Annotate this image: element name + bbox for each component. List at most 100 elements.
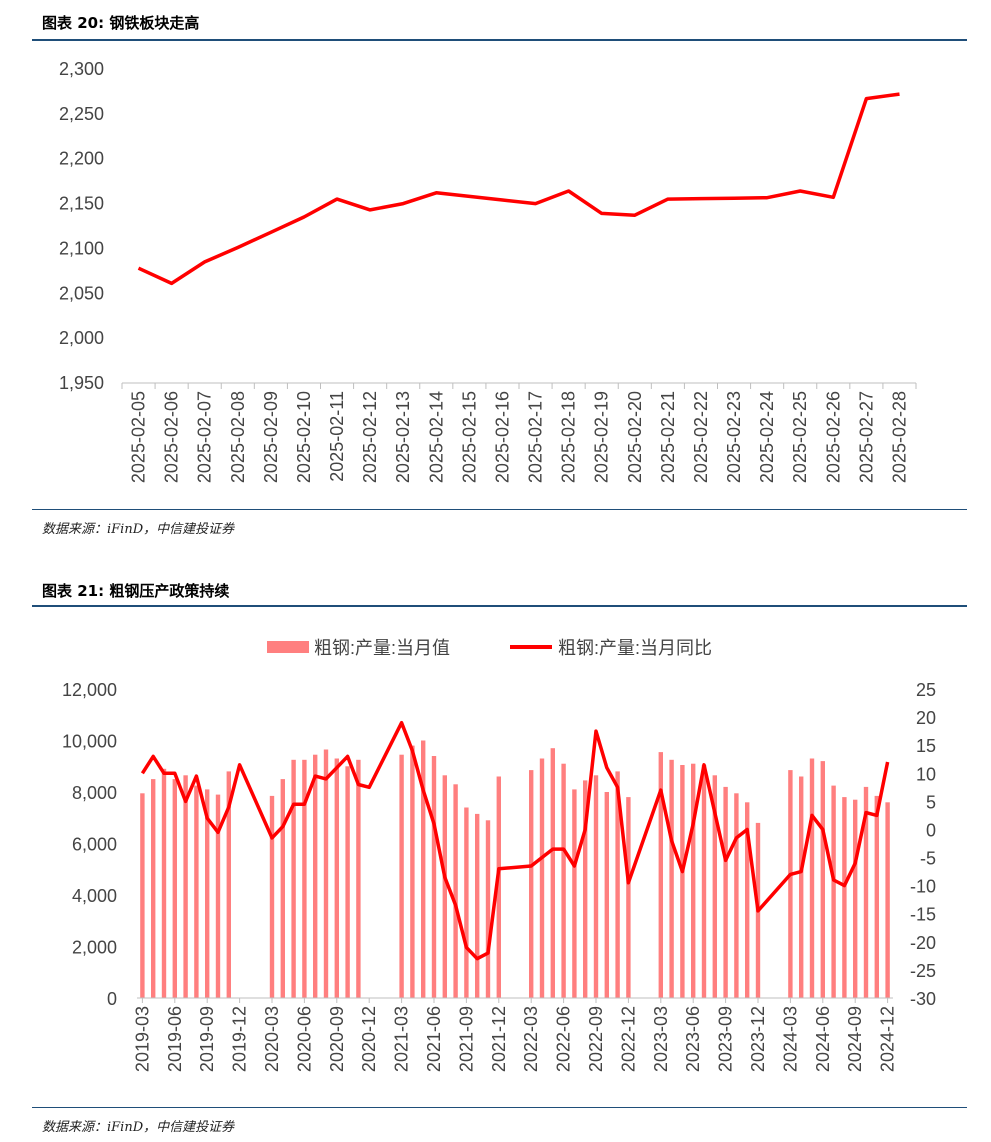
y-tick-label: 2,150 <box>59 194 104 214</box>
x-tick-label: 2025-02-05 <box>129 391 149 483</box>
x-tick-label: 2025-02-24 <box>757 391 777 483</box>
x-tick-label: 2025-02-22 <box>691 391 711 483</box>
output-bar <box>269 795 275 998</box>
x-tick-label: 2023-09 <box>716 1006 736 1072</box>
y-tick-label: 2,050 <box>59 283 104 303</box>
x-tick-label: 2025-02-09 <box>261 391 281 483</box>
output-bar <box>658 752 663 998</box>
output-bar <box>583 780 588 998</box>
steel-sector-line-chart: 1,950 2,000 2,050 2,100 2,150 2,200 2,250 2,300… <box>59 59 917 483</box>
x-tick-label: 2025-02-17 <box>526 391 546 483</box>
right-y-tick-label: 15 <box>916 736 936 756</box>
left-y-tick-label: 4,000 <box>72 886 117 906</box>
x-tick-label: 2019-06 <box>165 1006 185 1072</box>
x-tick-label: 2023-06 <box>683 1006 703 1072</box>
output-bar <box>215 794 221 998</box>
x-tick-label: 2020-09 <box>327 1006 347 1072</box>
output-bar <box>831 785 836 998</box>
output-bar <box>226 771 231 998</box>
output-bar <box>691 763 696 998</box>
right-y-tick-label: -15 <box>910 905 936 925</box>
x-tick-label: 2019-03 <box>132 1006 152 1072</box>
output-bar <box>313 754 318 998</box>
output-bar <box>205 789 210 998</box>
chart-legend: 粗钢:产量:当月值 粗钢:产量:当月同比 <box>267 638 712 658</box>
x-tick-label: 2025-02-08 <box>228 391 248 483</box>
output-bar <box>820 761 825 998</box>
right-y-tick-label: -30 <box>910 989 936 1009</box>
y-tick-label: 2,300 <box>59 59 104 79</box>
output-bar <box>593 775 599 998</box>
output-bar <box>291 759 296 998</box>
output-bar <box>604 792 609 998</box>
figure-21-source: 数据来源：iFinD，中信建投证券 <box>42 1120 235 1135</box>
output-bar <box>550 748 555 998</box>
right-y-tick-label: 10 <box>916 764 936 784</box>
output-bar <box>323 749 329 998</box>
output-bar <box>842 797 847 998</box>
steel-index-line <box>137 92 900 286</box>
right-y-tick-label: -20 <box>910 933 936 953</box>
x-tick-label: 2025-02-15 <box>459 391 479 483</box>
x-tick-label: 2025-02-23 <box>724 391 744 483</box>
output-bar <box>410 745 415 998</box>
right-y-tick-label: 5 <box>926 792 936 812</box>
x-tick-label: 2025-02-06 <box>162 391 182 483</box>
x-tick-label: 2022-09 <box>586 1006 606 1072</box>
figure-20-bottom-rule <box>32 509 967 510</box>
x-tick-label: 2023-12 <box>748 1006 768 1072</box>
output-bar <box>280 779 285 998</box>
output-bar <box>734 793 739 998</box>
output-bar <box>496 776 501 998</box>
output-bar <box>788 770 793 998</box>
x-tick-label: 2024-03 <box>780 1006 800 1072</box>
right-y-tick-label: 0 <box>926 820 936 840</box>
output-bar <box>485 820 491 998</box>
left-y-tick-label: 10,000 <box>62 732 117 752</box>
output-bar <box>529 770 534 998</box>
output-bar <box>539 758 545 998</box>
x-tick-label: 2021-09 <box>456 1006 476 1072</box>
figure-20-title-rule <box>32 39 967 41</box>
x-tick-label: 2025-02-10 <box>294 391 314 483</box>
x-tick-label: 2025-02-14 <box>426 391 446 483</box>
output-bar <box>809 758 815 998</box>
figure-21-title-rule <box>32 605 967 607</box>
left-y-tick-label: 6,000 <box>72 835 117 855</box>
y-tick-label: 2,000 <box>59 328 104 348</box>
yoy-line <box>140 720 890 961</box>
left-y-tick-label: 8,000 <box>72 783 117 803</box>
figure-21-bottom-rule <box>32 1107 967 1108</box>
right-y-tick-label: -10 <box>910 877 936 897</box>
output-bar <box>701 765 707 998</box>
figure-20-title: 图表 20: 钢铁板块走高 <box>42 14 200 32</box>
x-tick-label: 2024-06 <box>813 1006 833 1072</box>
output-bar <box>799 776 804 998</box>
x-tick-label: 2025-02-18 <box>559 391 579 483</box>
x-tick-label: 2025-02-12 <box>360 391 380 483</box>
figure-20-source: 数据来源：iFinD，中信建投证券 <box>42 522 235 537</box>
output-bar <box>572 789 577 998</box>
output-bar <box>615 771 620 998</box>
output-bar <box>161 768 167 998</box>
x-tick-label: 2023-03 <box>651 1006 671 1072</box>
x-tick-label: 2019-12 <box>230 1006 250 1072</box>
figure-21-title: 图表 21: 粗钢压产政策持续 <box>42 582 230 600</box>
right-y-tick-label: -5 <box>920 849 936 869</box>
x-tick-label: 2025-02-20 <box>625 391 645 483</box>
x-tick-label: 2024-09 <box>845 1006 865 1072</box>
x-tick-label: 2020-03 <box>262 1006 282 1072</box>
output-bar <box>464 807 469 998</box>
x-tick-label: 2022-12 <box>618 1006 638 1072</box>
output-bar <box>345 766 350 999</box>
x-tick-label: 2021-12 <box>489 1006 509 1072</box>
legend-bar-label: 粗钢:产量:当月值 <box>314 638 450 658</box>
x-tick-label: 2025-02-21 <box>658 391 678 483</box>
legend-line-label: 粗钢:产量:当月同比 <box>558 638 712 658</box>
output-bar <box>140 793 145 998</box>
output-bar <box>302 759 307 998</box>
y-tick-label: 2,200 <box>59 149 104 169</box>
output-bar <box>442 775 447 998</box>
output-bar <box>626 797 631 998</box>
x-tick-label: 2024-12 <box>878 1006 898 1072</box>
